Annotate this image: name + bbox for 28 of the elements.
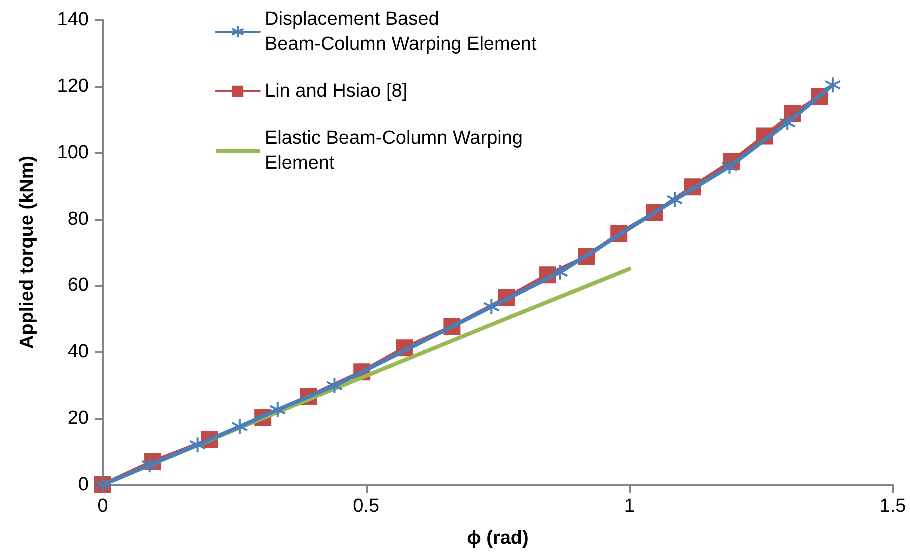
- point: [552, 264, 569, 281]
- x-tick-label: 0: [98, 496, 108, 517]
- point: [483, 298, 500, 316]
- point: [824, 76, 842, 94]
- legend-label: Elastic Beam-Column Warping Element: [265, 128, 528, 174]
- point: [141, 456, 158, 474]
- y-tick-label: 120: [57, 76, 89, 97]
- point: [269, 401, 286, 418]
- point: [779, 114, 796, 132]
- point: [189, 436, 206, 454]
- y-tick-label: 100: [57, 142, 89, 164]
- y-tick-label: 20: [68, 408, 89, 430]
- x-tick-label: 1: [624, 496, 635, 517]
- legend-label: Lin and Hsiao [8]: [265, 81, 408, 102]
- point: [326, 378, 344, 395]
- x-tick-label: 0.5: [353, 496, 380, 517]
- point: [721, 158, 738, 176]
- y-tick-label: 140: [57, 10, 89, 30]
- x-tick-label: 1.5: [880, 496, 906, 517]
- legend-label: Displacement Based Beam-Column Warping Element: [265, 9, 538, 55]
- point: [231, 418, 248, 436]
- point: [666, 192, 684, 209]
- y-tick-label: 0: [78, 474, 89, 496]
- x-axis-title: ϕ (rad): [467, 528, 529, 549]
- y-tick-label: 40: [68, 342, 89, 363]
- y-tick-label: 60: [68, 275, 89, 296]
- y-axis-title: Applied torque (kNm): [17, 156, 38, 350]
- y-tick-label: 80: [68, 208, 89, 230]
